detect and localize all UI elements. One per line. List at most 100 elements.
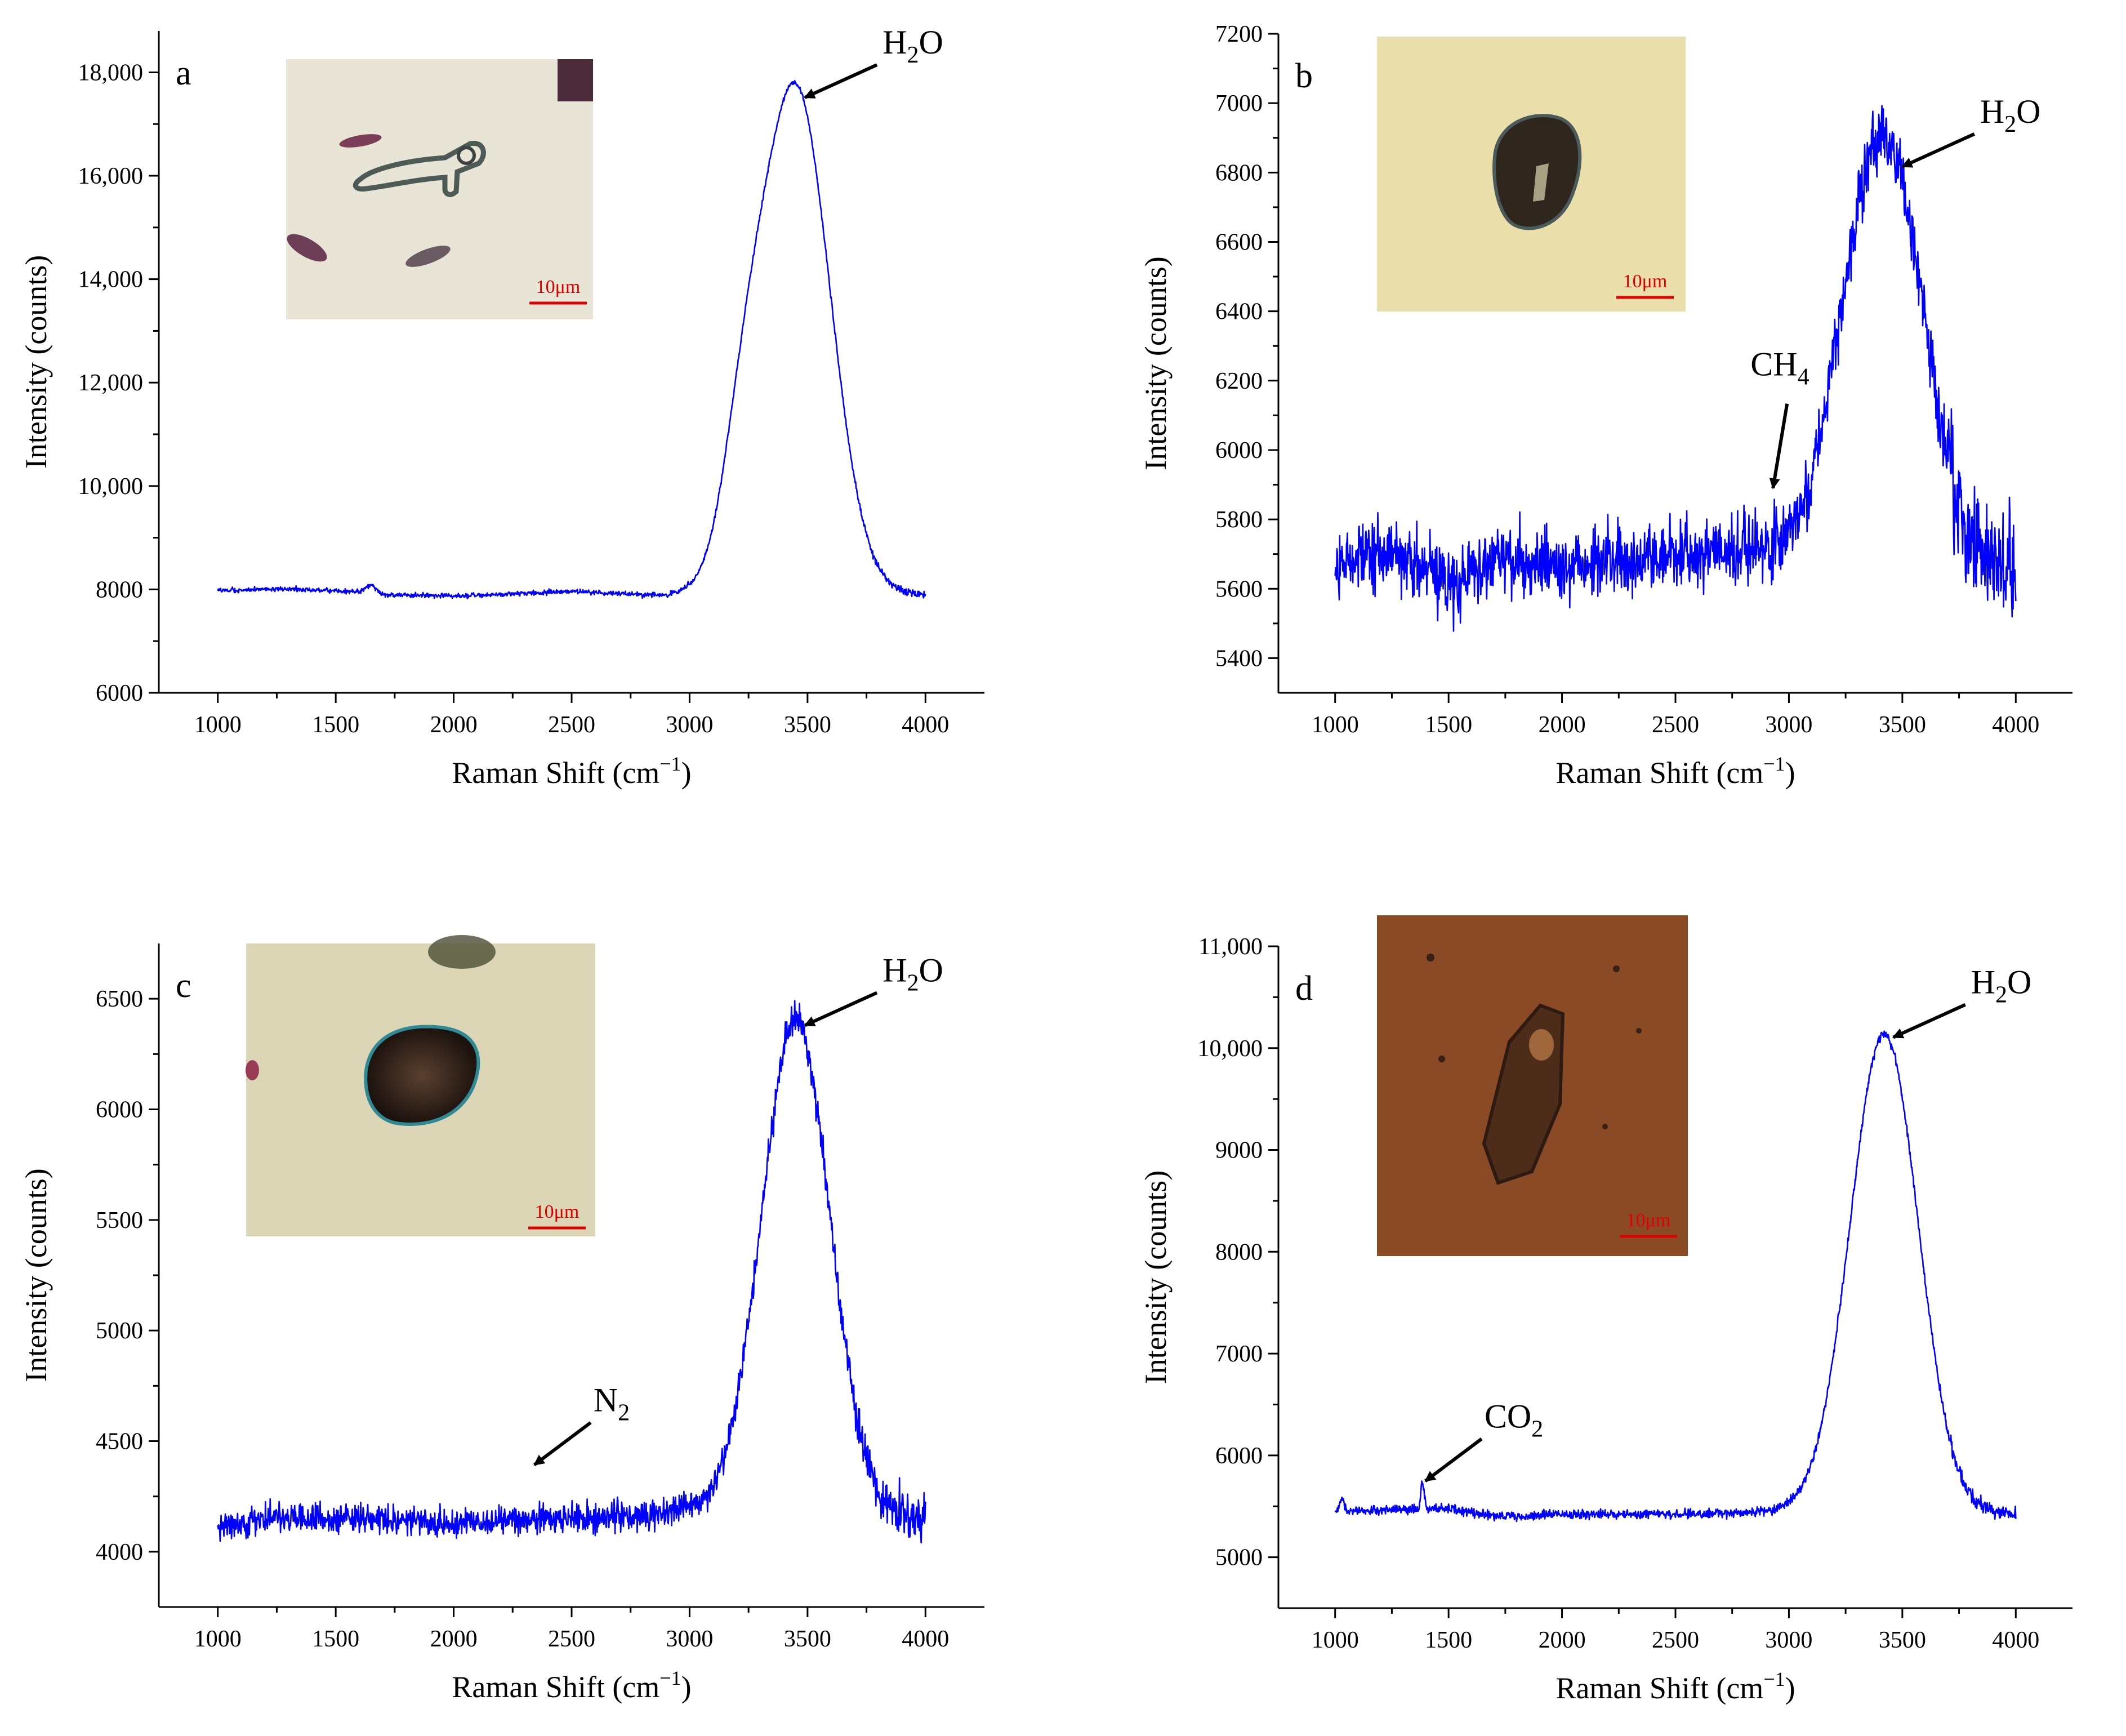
annotation-label-main: CO [1485, 1397, 1531, 1435]
x-tick-label: 3500 [784, 1626, 831, 1652]
y-tick-label: 5400 [1215, 646, 1263, 671]
x-tick-label: 2000 [430, 1626, 478, 1652]
annotation-label-tail: O [2007, 964, 2031, 1001]
annotation-arrow [1769, 403, 1789, 489]
x-tick-label: 1000 [194, 712, 242, 738]
x-tick-label: 2000 [1539, 712, 1586, 738]
annotation-label-sub: 2 [2004, 112, 2016, 137]
speck-a3 [405, 246, 451, 267]
annotation-arrow [804, 991, 878, 1027]
annotation-label-sub: 2 [907, 42, 919, 68]
panel-a: 10μm 1000 1500 2000 2500 3000 3500 4000 6000 800… [19, 24, 984, 790]
speck-d2 [1613, 965, 1620, 972]
speck-d4 [1438, 1056, 1445, 1062]
x-axis-title-sup: −1 [1763, 753, 1785, 775]
y-tick-label: 10,000 [78, 474, 144, 500]
x-tick-label: 1500 [312, 712, 359, 738]
speck-a2 [287, 234, 327, 262]
x-tick-label: 2000 [1539, 1627, 1586, 1653]
inset-micrograph-a: 10μm [286, 59, 593, 319]
x-tick-label: 2500 [1652, 712, 1699, 738]
annotation-label-sub: 2 [907, 970, 919, 996]
x-tick-label: 3000 [1765, 1627, 1812, 1653]
inclusion-a [353, 140, 486, 197]
x-axis-title-main: Raman Shift (cm [1555, 1671, 1763, 1705]
x-axis-title-main: Raman Shift (cm [452, 1670, 659, 1704]
x-tick-label: 1500 [312, 1626, 359, 1652]
inclusion-c [364, 1025, 480, 1126]
annotation-label-tail: O [2016, 93, 2040, 130]
x-axis-title-sup: −1 [659, 753, 681, 775]
y-tick-label: 5000 [96, 1318, 143, 1344]
shade-c [428, 935, 496, 969]
x-tick-label: 4000 [902, 712, 949, 738]
annotation-label-main: N [594, 1382, 618, 1419]
x-tick-label: 4000 [1992, 712, 2039, 738]
y-tick-label: 9000 [1215, 1138, 1263, 1164]
inclusion-b-highlight [1533, 163, 1549, 202]
y-tick-label: 6000 [96, 1097, 143, 1123]
speck-a4 [558, 59, 593, 101]
chart-a: 1000 1500 2000 2500 3000 3500 4000 6000 8000 10,0… [19, 24, 984, 790]
annotation-label-main: H [1971, 964, 1995, 1001]
x-axis-title-sup: −1 [1763, 1668, 1785, 1690]
annotation-label-sub: 2 [1531, 1416, 1543, 1442]
y-tick-label: 8000 [1215, 1239, 1263, 1265]
annotation-label-main: CH [1750, 346, 1797, 383]
x-tick-label: 2000 [430, 712, 478, 738]
x-tick-label: 4000 [902, 1626, 949, 1652]
speck-d3 [1636, 1028, 1642, 1034]
x-tick-label: 3000 [666, 1626, 713, 1652]
x-tick-label: 1500 [1425, 712, 1472, 738]
annotation-label: CO2 [1485, 1397, 1543, 1442]
x-tick-label: 3000 [666, 712, 713, 738]
panel-b: 10μm 1000 1500 2000 2500 3000 3500 4000 5400 560… [1139, 21, 2072, 790]
inset-micrograph-d: 10μm [1377, 915, 1688, 1256]
scale-bar-label-b: 10μm [1623, 271, 1668, 292]
x-axis-title: Raman Shift (cm−1) [452, 753, 691, 790]
x-tick-label: 4000 [1992, 1627, 2039, 1653]
bubble-d [1529, 1029, 1554, 1061]
y-tick-label: 5800 [1215, 507, 1263, 533]
y-tick-label: 4000 [96, 1539, 143, 1565]
annotation-label-main: H [1980, 93, 2004, 130]
x-tick-label: 1000 [1312, 712, 1359, 738]
annotation-arrow [804, 63, 878, 99]
annotation-arrow [533, 1421, 592, 1467]
speck-a1 [339, 134, 382, 148]
annotation-label: H2O [1980, 93, 2041, 137]
scale-bar-label-a: 10μm [536, 277, 581, 297]
x-tick-label: 3500 [1879, 1627, 1926, 1653]
bubble-a [457, 146, 476, 165]
chart-c: 1000 1500 2000 2500 3000 3500 4000 4000 4500 5000… [19, 943, 984, 1704]
scale-bar-label-c: 10μm [535, 1201, 580, 1222]
x-tick-label: 1000 [194, 1626, 242, 1652]
y-tick-label: 12,000 [78, 370, 144, 396]
x-tick-label: 2500 [1652, 1627, 1699, 1653]
x-axis-title: Raman Shift (cm−1) [452, 1667, 691, 1704]
y-axis-title: Intensity (counts) [1139, 256, 1173, 470]
annotation-label-tail: O [919, 24, 943, 61]
x-tick-label: 3500 [1879, 712, 1926, 738]
x-tick-label: 1000 [1312, 1627, 1359, 1653]
y-tick-label: 10,000 [1198, 1036, 1263, 1062]
panel-letter: c [176, 967, 191, 1005]
y-tick-label: 6000 [1215, 1443, 1263, 1469]
panel-d: 10μm 1000 1500 2000 2500 3000 3500 4000 5000 600… [1139, 915, 2072, 1705]
y-tick-label: 14,000 [78, 267, 144, 293]
y-axis-title: Intensity (counts) [1139, 1170, 1173, 1384]
inset-micrograph-b: 10μm [1377, 37, 1686, 311]
annotation-label: H2O [883, 24, 943, 68]
annotation-label-main: H [883, 951, 907, 989]
x-tick-label: 1500 [1425, 1627, 1472, 1653]
speck-c1 [246, 1060, 259, 1080]
chart-b: 1000 1500 2000 2500 3000 3500 4000 5400 5600 5800… [1139, 21, 2072, 790]
y-tick-label: 18,000 [78, 60, 144, 86]
y-tick-label: 6000 [96, 680, 143, 706]
annotation-label-sub: 2 [1995, 982, 2007, 1008]
y-tick-label: 5000 [1215, 1545, 1263, 1571]
y-tick-label: 7000 [1215, 1341, 1263, 1367]
panel-letter: b [1295, 57, 1313, 95]
annotation-arrow [1892, 1003, 1966, 1039]
y-tick-label: 6600 [1215, 229, 1263, 255]
